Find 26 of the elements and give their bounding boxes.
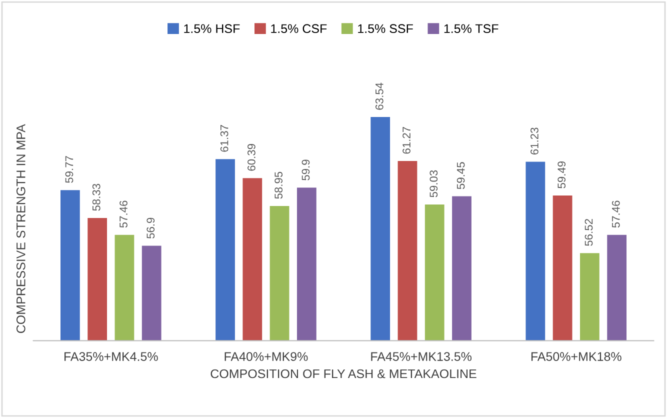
data-label: 59.03 <box>430 170 438 198</box>
data-label: 59.49 <box>558 161 566 188</box>
data-label: 59.77 <box>65 156 74 183</box>
data-label: 61.37 <box>220 125 228 152</box>
x-tick-label: FA35%+MK4.5% <box>64 352 158 361</box>
data-label: 60.39 <box>248 144 256 171</box>
data-label: 57.46 <box>120 200 128 228</box>
data-label: 58.95 <box>274 172 283 199</box>
data-label: 56.9 <box>146 218 155 238</box>
data-label: 61.27 <box>402 127 410 154</box>
x-tick-label: FA50%+MK18% <box>531 352 622 361</box>
legend-label: 1.5% CSF <box>271 24 327 34</box>
data-label: 58.33 <box>92 184 100 211</box>
data-label: 59.45 <box>456 162 465 190</box>
y-axis-title: COMPRESSIVE STRENGTH IN MPA <box>16 124 26 333</box>
data-label: 56.52 <box>584 219 593 246</box>
data-label: 61.23 <box>530 128 538 154</box>
legend-label: 1.5% HSF <box>184 24 240 34</box>
data-label: 57.46 <box>612 200 620 228</box>
legend-label: 1.5% TSF <box>444 24 498 34</box>
legend-label: 1.5% SSF <box>358 24 413 34</box>
data-label: 63.54 <box>375 82 384 110</box>
x-axis-title: COMPOSITION OF FLY ASH & METAKAOLINE <box>210 369 476 378</box>
data-label: 59.9 <box>302 160 310 180</box>
x-tick-label: FA40%+MK9% <box>224 352 308 361</box>
x-tick-label: FA45%+MK13.5% <box>371 352 472 361</box>
